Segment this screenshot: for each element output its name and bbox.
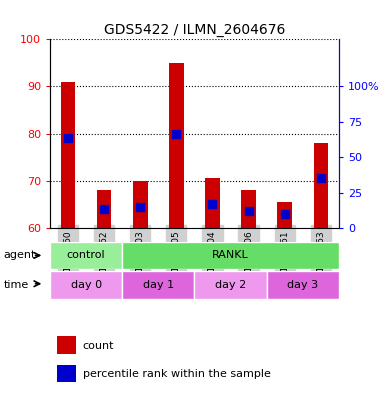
- Text: count: count: [83, 341, 114, 351]
- Text: day 0: day 0: [70, 280, 102, 290]
- Bar: [57, 365, 76, 382]
- Bar: [169, 63, 184, 228]
- FancyBboxPatch shape: [50, 242, 122, 269]
- Title: GDS5422 / ILMN_2604676: GDS5422 / ILMN_2604676: [104, 23, 285, 37]
- Text: control: control: [67, 250, 105, 261]
- Bar: [241, 190, 256, 228]
- FancyBboxPatch shape: [122, 242, 339, 269]
- Text: day 3: day 3: [287, 280, 318, 290]
- Text: day 1: day 1: [143, 280, 174, 290]
- Text: agent: agent: [4, 250, 36, 261]
- Bar: [133, 181, 147, 228]
- Bar: [313, 143, 328, 228]
- FancyBboxPatch shape: [50, 271, 122, 299]
- Bar: [57, 336, 76, 354]
- Text: RANKL: RANKL: [212, 250, 249, 261]
- Text: time: time: [4, 280, 29, 290]
- Bar: [61, 82, 75, 228]
- Text: day 2: day 2: [215, 280, 246, 290]
- Text: percentile rank within the sample: percentile rank within the sample: [83, 369, 271, 379]
- FancyBboxPatch shape: [194, 271, 266, 299]
- Bar: [278, 202, 292, 228]
- Bar: [97, 190, 111, 228]
- FancyBboxPatch shape: [122, 271, 194, 299]
- Bar: [205, 178, 220, 228]
- FancyBboxPatch shape: [266, 271, 339, 299]
